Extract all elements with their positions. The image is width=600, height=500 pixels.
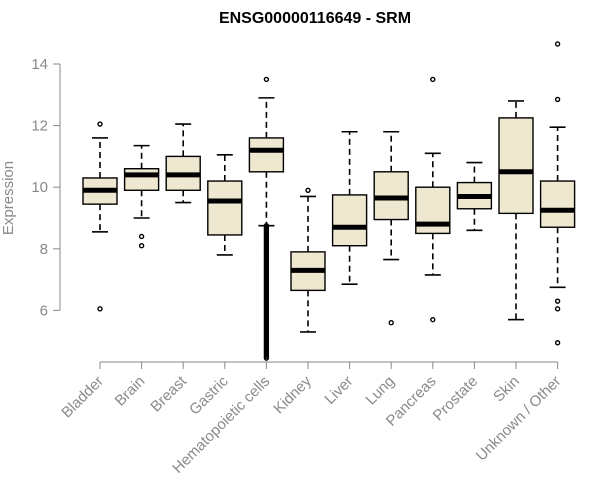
y-axis: 6 8 10 12 14: [31, 56, 61, 319]
iqr-box: [331, 194, 368, 247]
iqr-box: [539, 180, 576, 228]
iqr-box: [207, 180, 243, 236]
x-tick-label: Lung: [362, 373, 398, 409]
box-prostate: [456, 161, 493, 232]
box-hematopoietic-cells: [248, 76, 285, 361]
outlier-point: [263, 222, 270, 229]
outlier-point: [138, 243, 145, 249]
box-liver: [331, 130, 368, 286]
iqr-box: [123, 168, 160, 191]
x-tick-label: Breast: [147, 372, 190, 415]
y-tick-label: 8: [40, 241, 48, 258]
box-bladder: [82, 121, 118, 312]
box-gastric: [207, 154, 243, 256]
outlier-point: [388, 320, 394, 326]
x-tick-label: Brain: [112, 373, 149, 410]
outlier-point: [554, 96, 561, 103]
chart-title: ENSG00000116649 - SRM: [219, 10, 411, 27]
x-tick-label: Prostate: [430, 373, 482, 425]
x-tick-label: Bladder: [58, 373, 107, 422]
box-kidney: [290, 187, 326, 333]
y-tick-label: 10: [31, 179, 48, 196]
box-skin: [498, 100, 534, 321]
outlier-point: [305, 187, 311, 193]
outlier-point: [138, 233, 145, 240]
x-tick-label: Kidney: [270, 372, 315, 417]
x-tick-label: Liver: [321, 373, 356, 408]
iqr-box: [248, 137, 285, 173]
outlier-point: [554, 298, 561, 304]
y-tick-label: 12: [31, 118, 48, 135]
y-tick-label: 6: [40, 302, 48, 319]
box-unknown-other: [539, 41, 576, 346]
outlier-point: [554, 306, 561, 312]
x-tick-label: Skin: [490, 373, 523, 406]
box-brain: [123, 144, 160, 249]
outlier-point: [430, 76, 436, 83]
outlier-point: [97, 306, 103, 312]
iqr-box: [498, 117, 534, 215]
box-lung: [373, 130, 409, 326]
box-pancreas: [415, 76, 451, 323]
outlier-point: [263, 76, 270, 83]
outlier-point: [554, 340, 561, 346]
box-series: [82, 41, 576, 361]
y-axis-label: Expression: [0, 161, 17, 235]
outlier-point: [430, 316, 436, 323]
outlier-point: [554, 41, 561, 47]
y-tick-label: 14: [31, 56, 48, 73]
box-breast: [165, 123, 201, 204]
outlier-point: [97, 121, 103, 127]
